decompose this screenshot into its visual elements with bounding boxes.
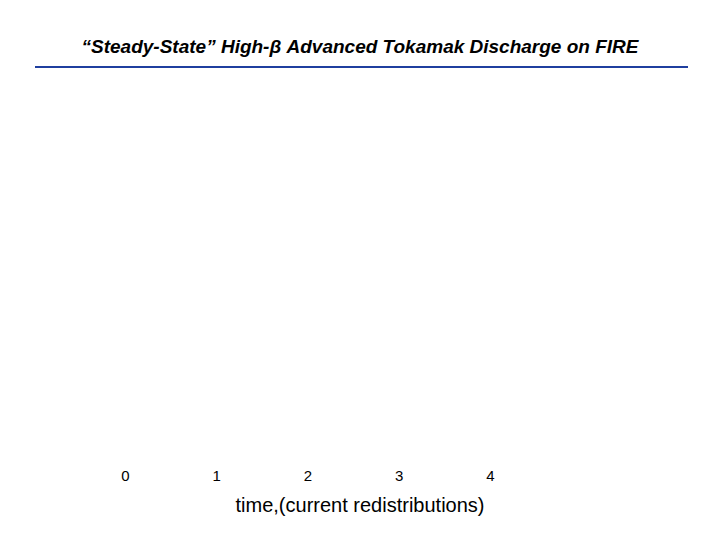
svg-text:2: 2 [304, 467, 312, 484]
svg-text:0: 0 [121, 467, 129, 484]
html-text:time,(current redistributions): time,(current redistributions) [235, 494, 485, 516]
svg-text:1: 1 [213, 467, 221, 484]
svg-text:4: 4 [486, 467, 494, 484]
html-text:“Steady-State” High-β Advanced: “Steady-State” High-β Advanced Tokamak D… [81, 36, 639, 57]
svg-text:3: 3 [395, 467, 403, 484]
